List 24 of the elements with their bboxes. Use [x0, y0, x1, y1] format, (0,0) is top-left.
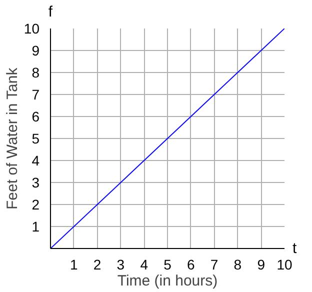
y-tick-label: 6	[32, 108, 40, 124]
x-tick-label: 9	[257, 256, 266, 272]
x-tick-label: 6	[187, 256, 196, 272]
y-tick-label: 9	[32, 42, 40, 58]
text: f	[48, 4, 54, 20]
y-tick-label: 5	[32, 130, 40, 146]
x-tick-label: 7	[210, 256, 218, 272]
y-tick-label: 2	[32, 196, 40, 212]
y-tick-label: 7	[32, 86, 40, 102]
x-tick-label: 4	[140, 256, 148, 272]
y-axis-title: Feet of Water in Tank	[4, 67, 21, 210]
x-axis-title: Time (in hours)	[117, 272, 218, 290]
x-tick-label: 2	[93, 256, 102, 272]
x-tick-label: 10	[276, 256, 292, 272]
y-tick-label: 1	[32, 218, 40, 234]
y-tick-label: 8	[32, 64, 40, 80]
text: t	[292, 240, 298, 257]
x-tick-label: 5	[164, 256, 172, 272]
x-tick-label: 1	[70, 256, 78, 272]
x-tick-label: 8	[234, 256, 242, 272]
y-tick-label: 3	[32, 174, 40, 190]
x-tick-label: 3	[116, 256, 125, 272]
y-tick-label: 10	[24, 20, 40, 36]
y-tick-label: 4	[32, 152, 40, 168]
